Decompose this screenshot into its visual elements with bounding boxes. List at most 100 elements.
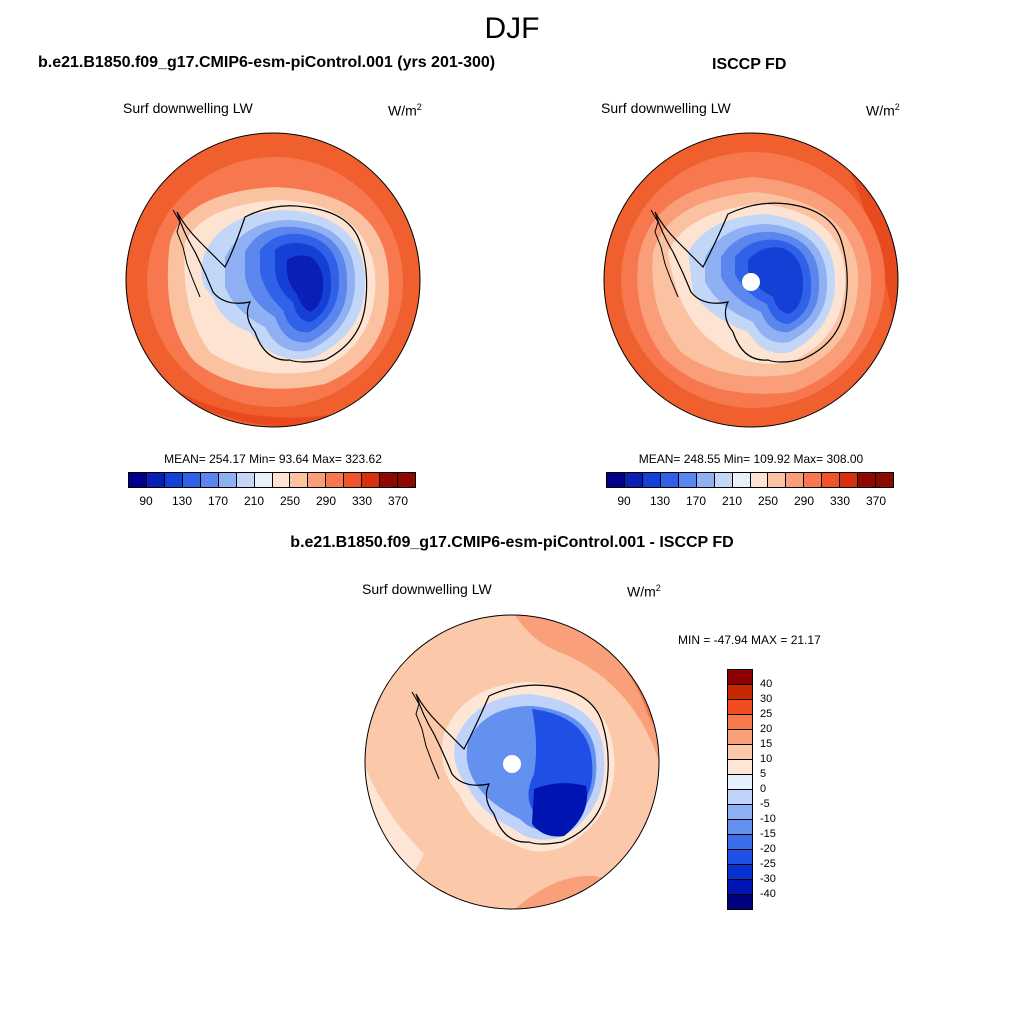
diff-tick: 10 xyxy=(760,753,773,765)
model-colorbar-cell xyxy=(236,473,255,487)
diff-tick: -20 xyxy=(760,843,776,855)
obs-tick: 370 xyxy=(865,494,887,508)
diff-antarctica-coastline xyxy=(415,684,609,845)
model-colorbar-cell xyxy=(380,473,399,487)
model-colorbar-cell xyxy=(362,473,381,487)
model-colorbar-cell xyxy=(182,473,201,487)
diff-colorbar-cell xyxy=(728,730,752,745)
diff-colorbar-cell xyxy=(728,745,752,760)
diff-tick: -25 xyxy=(760,858,776,870)
model-tick: 210 xyxy=(243,494,265,508)
diff-tick: 25 xyxy=(760,708,773,720)
diff-colorbar-cell xyxy=(728,760,752,775)
diff-pole-hole xyxy=(503,755,521,773)
obs-tick: 90 xyxy=(617,494,631,508)
model-colorbar-cell xyxy=(218,473,237,487)
model-map-border xyxy=(125,132,421,428)
obs-polar-map xyxy=(603,132,899,428)
obs-colorbar-cell xyxy=(696,473,715,487)
model-tick: 130 xyxy=(171,494,193,508)
obs-colorbar-ticks: 90 130 170 210 250 290 330 370 xyxy=(606,494,894,510)
diff-colorbar-cell xyxy=(728,670,752,685)
obs-colorbar-cell xyxy=(840,473,859,487)
model-colorbar-cell xyxy=(308,473,327,487)
diff-colorbar-ticks: 40 30 25 20 15 10 5 0 -5 -10 -15 -20 -25… xyxy=(760,669,800,910)
model-tick: 90 xyxy=(139,494,153,508)
obs-colorbar-cell xyxy=(858,473,877,487)
diff-tick: -30 xyxy=(760,873,776,885)
model-tick: 370 xyxy=(387,494,409,508)
obs-colorbar-cell xyxy=(786,473,805,487)
diff-stats: MIN = -47.94 MAX = 21.17 xyxy=(678,633,821,647)
diff-tick: 15 xyxy=(760,738,773,750)
obs-colorbar-cell xyxy=(876,473,893,487)
model-units-label: W/m2 xyxy=(388,102,422,119)
model-colorbar-cell xyxy=(146,473,165,487)
obs-map-border xyxy=(603,132,899,428)
diff-tick: 20 xyxy=(760,723,773,735)
diff-tick: 0 xyxy=(760,783,767,795)
model-variable-label: Surf downwelling LW xyxy=(123,100,253,116)
diff-colorbar xyxy=(727,669,753,910)
obs-colorbar-cell xyxy=(660,473,679,487)
diff-colorbar-cell xyxy=(728,790,752,805)
main-title: DJF xyxy=(484,12,540,45)
model-stats: MEAN= 254.17 Min= 93.64 Max= 323.62 xyxy=(164,452,382,466)
obs-colorbar-cell xyxy=(714,473,733,487)
model-colorbar-cell xyxy=(200,473,219,487)
diff-colorbar-cell xyxy=(728,880,752,895)
diff-peninsula-coastline xyxy=(411,691,440,780)
model-polar-map xyxy=(125,132,421,428)
model-colorbar-cell xyxy=(272,473,291,487)
diff-tick: -5 xyxy=(760,798,770,810)
model-colorbar-cell xyxy=(290,473,309,487)
obs-colorbar-cell xyxy=(678,473,697,487)
diff-colorbar-cell xyxy=(728,715,752,730)
obs-antarctica-coastline xyxy=(654,202,848,363)
diff-colorbar-cell xyxy=(728,820,752,835)
obs-panel-title: ISCCP FD xyxy=(712,56,787,73)
model-panel-title: b.e21.B1850.f09_g17.CMIP6-esm-piControl.… xyxy=(38,54,496,71)
obs-tick: 210 xyxy=(721,494,743,508)
model-colorbar-cell xyxy=(164,473,183,487)
obs-pole-hole xyxy=(742,273,760,291)
diff-tick: -15 xyxy=(760,828,776,840)
obs-variable-label: Surf downwelling LW xyxy=(601,100,731,116)
model-colorbar-cell xyxy=(129,473,147,487)
diff-band-min xyxy=(532,783,588,837)
diff-map-border xyxy=(364,614,660,910)
model-antarctica-coastline xyxy=(176,205,368,363)
model-colorbar-cell xyxy=(344,473,363,487)
model-colorbar xyxy=(128,472,416,488)
obs-units-label: W/m2 xyxy=(866,102,900,119)
diff-colorbar-cell xyxy=(728,700,752,715)
obs-tick: 170 xyxy=(685,494,707,508)
diff-colorbar-cell xyxy=(728,805,752,820)
diff-panel-title: b.e21.B1850.f09_g17.CMIP6-esm-piControl.… xyxy=(290,534,734,551)
obs-colorbar xyxy=(606,472,894,488)
model-tick: 290 xyxy=(315,494,337,508)
diff-tick: 40 xyxy=(760,678,773,690)
diff-tick: -10 xyxy=(760,813,776,825)
diff-colorbar-cell xyxy=(728,775,752,790)
model-peninsula-coastline xyxy=(172,209,201,298)
diff-units-label: W/m2 xyxy=(627,583,661,600)
obs-stats: MEAN= 248.55 Min= 109.92 Max= 308.00 xyxy=(638,452,864,466)
obs-colorbar-cell xyxy=(768,473,787,487)
model-colorbar-cell xyxy=(326,473,345,487)
obs-tick: 130 xyxy=(649,494,671,508)
obs-band-plateau xyxy=(748,247,803,314)
model-colorbar-cell xyxy=(398,473,415,487)
obs-colorbar-cell xyxy=(642,473,661,487)
model-band-plateau xyxy=(286,255,324,312)
obs-tick: 290 xyxy=(793,494,815,508)
diff-tick: 5 xyxy=(760,768,767,780)
diff-tick: 30 xyxy=(760,693,773,705)
obs-tick: 330 xyxy=(829,494,851,508)
model-tick: 330 xyxy=(351,494,373,508)
model-colorbar-cell xyxy=(254,473,273,487)
diff-colorbar-cell xyxy=(728,835,752,850)
obs-colorbar-cell xyxy=(822,473,841,487)
diff-colorbar-cell xyxy=(728,895,752,909)
obs-colorbar-cell xyxy=(624,473,643,487)
